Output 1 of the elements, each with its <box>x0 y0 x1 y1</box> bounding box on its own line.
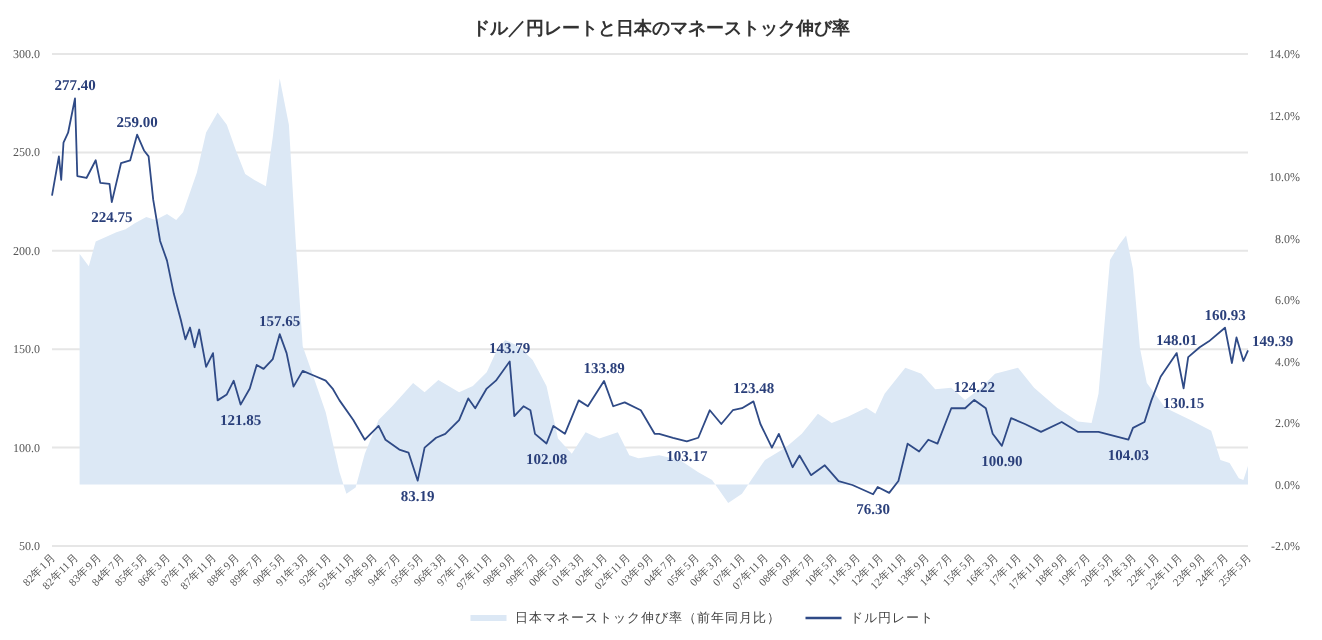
chart-title: ドル／円レートと日本のマネーストック伸び率 <box>472 18 850 38</box>
